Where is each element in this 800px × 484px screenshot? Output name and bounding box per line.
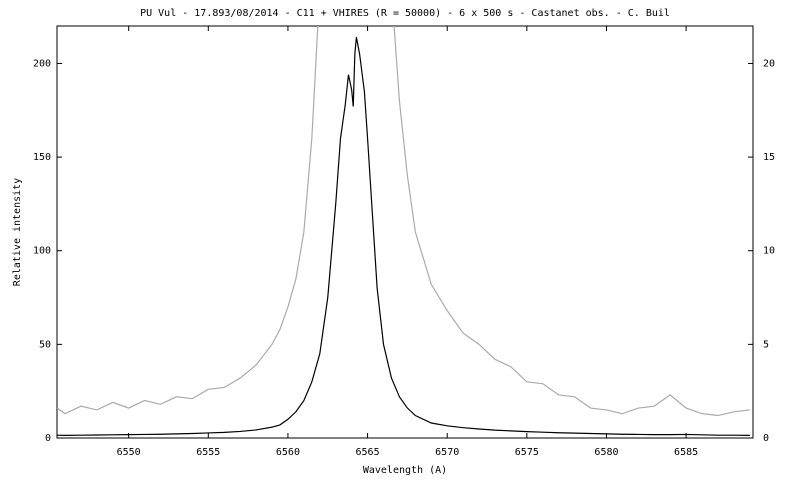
y-tick-label: 50 (39, 339, 51, 350)
x-tick-label: 6580 (594, 447, 618, 458)
chart-title: PU Vul - 17.893/08/2014 - C11 + VHIRES (… (140, 8, 670, 19)
x-axis-label: Wavelength (A) (363, 465, 447, 476)
y-axis-label: Relative intensity (12, 178, 23, 286)
y-tick-label: 200 (33, 58, 51, 69)
y-tick-label: 100 (33, 246, 51, 257)
y2-tick-label: 5 (763, 339, 769, 350)
x-tick-label: 6570 (435, 447, 459, 458)
y2-tick-label: 20 (763, 58, 775, 69)
y-tick-label: 0 (45, 433, 51, 444)
x-tick-label: 6555 (196, 447, 220, 458)
spectrum-line (57, 26, 750, 417)
plot-frame (56, 25, 754, 439)
y2-tick-label: 10 (763, 246, 775, 257)
y-tick-label: 150 (33, 152, 51, 163)
spectrum-line (57, 37, 750, 436)
x-tick-label: 6575 (515, 447, 539, 458)
x-tick-label: 6550 (117, 447, 141, 458)
x-tick-label: 6560 (276, 447, 300, 458)
x-tick-label: 6565 (356, 447, 380, 458)
x-tick-label: 6585 (674, 447, 698, 458)
y2-tick-label: 0 (763, 433, 769, 444)
y2-tick-label: 15 (763, 152, 775, 163)
